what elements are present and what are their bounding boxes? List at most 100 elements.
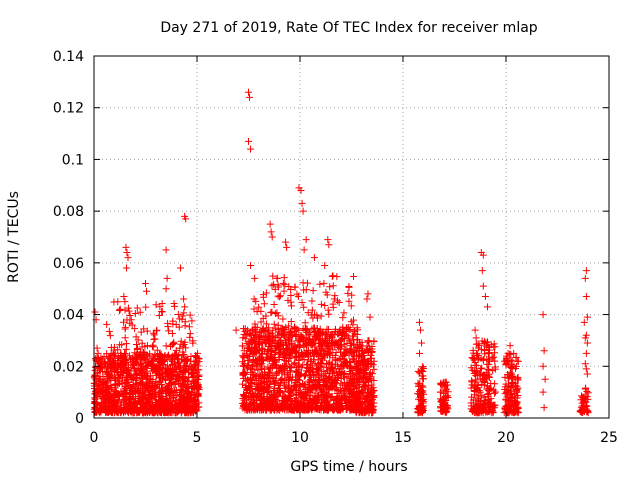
data-point <box>263 349 271 357</box>
data-point <box>505 361 513 369</box>
data-point <box>419 367 427 375</box>
data-point <box>322 405 330 413</box>
data-point <box>270 300 278 308</box>
data-point <box>248 378 256 386</box>
data-point <box>321 302 329 310</box>
data-point <box>322 394 330 402</box>
data-point <box>190 373 198 381</box>
data-point <box>316 363 324 371</box>
data-point <box>240 347 248 355</box>
data-point <box>125 307 133 315</box>
data-point <box>152 327 160 335</box>
data-point <box>239 352 247 360</box>
data-point <box>370 392 378 400</box>
data-point <box>277 376 285 384</box>
data-point <box>136 308 144 316</box>
data-point <box>338 405 346 413</box>
data-point <box>179 366 187 374</box>
data-point <box>113 408 121 416</box>
data-point <box>145 353 153 361</box>
data-point <box>484 408 492 416</box>
data-point <box>260 379 268 387</box>
data-point <box>347 318 355 326</box>
data-point <box>579 402 587 410</box>
data-point <box>472 334 480 342</box>
data-point <box>283 243 291 251</box>
data-point <box>97 387 105 395</box>
data-point <box>471 361 479 369</box>
data-point <box>154 366 162 374</box>
data-point <box>294 292 302 300</box>
data-point <box>349 385 357 393</box>
data-point <box>368 360 376 368</box>
data-point <box>141 398 149 406</box>
data-point <box>173 351 181 359</box>
data-point <box>180 309 188 317</box>
data-point <box>539 362 547 370</box>
data-point <box>289 398 297 406</box>
data-point <box>262 312 270 320</box>
data-point <box>162 342 170 350</box>
data-point <box>253 348 261 356</box>
data-point <box>312 364 320 372</box>
data-point <box>267 309 275 317</box>
data-point <box>262 320 270 328</box>
data-point <box>134 336 142 344</box>
data-point <box>186 333 194 341</box>
data-point <box>443 408 451 416</box>
data-point <box>335 299 343 307</box>
data-point <box>188 317 196 325</box>
data-point <box>478 337 486 345</box>
data-point <box>250 371 258 379</box>
data-point <box>136 379 144 387</box>
data-point <box>109 357 117 365</box>
data-point <box>137 351 145 359</box>
data-point <box>483 369 491 377</box>
data-point <box>286 363 294 371</box>
data-point <box>121 325 129 333</box>
data-point <box>315 369 323 377</box>
data-point <box>148 343 156 351</box>
data-point <box>104 377 112 385</box>
data-point <box>194 349 202 357</box>
data-point <box>358 347 366 355</box>
data-point <box>341 357 349 365</box>
data-point <box>366 369 374 377</box>
data-point <box>297 400 305 408</box>
data-point <box>320 398 328 406</box>
data-point <box>344 289 352 297</box>
data-point <box>98 379 106 387</box>
data-point <box>503 409 511 417</box>
data-point <box>484 390 492 398</box>
data-point <box>105 327 113 335</box>
data-point <box>279 315 287 323</box>
data-point <box>114 353 122 361</box>
data-point <box>281 281 289 289</box>
data-point <box>295 335 303 343</box>
data-point <box>419 399 427 407</box>
data-point <box>324 326 332 334</box>
data-point <box>119 372 127 380</box>
data-point <box>369 361 377 369</box>
plot-area-frame <box>93 55 610 419</box>
data-point <box>273 274 281 282</box>
data-point <box>138 343 146 351</box>
data-point <box>323 405 331 413</box>
y-tick-label: 0.08 <box>53 204 84 220</box>
data-point <box>513 387 521 395</box>
data-point <box>342 327 350 335</box>
data-point <box>294 399 302 407</box>
data-point <box>286 349 294 357</box>
data-point <box>192 360 200 368</box>
data-point <box>252 332 260 340</box>
data-point <box>238 342 246 350</box>
data-point <box>239 380 247 388</box>
data-points <box>90 88 592 417</box>
data-point <box>168 400 176 408</box>
data-point <box>180 341 188 349</box>
data-point <box>183 390 191 398</box>
data-point <box>337 348 345 356</box>
data-point <box>162 246 170 254</box>
data-point <box>582 398 590 406</box>
data-point <box>256 371 264 379</box>
